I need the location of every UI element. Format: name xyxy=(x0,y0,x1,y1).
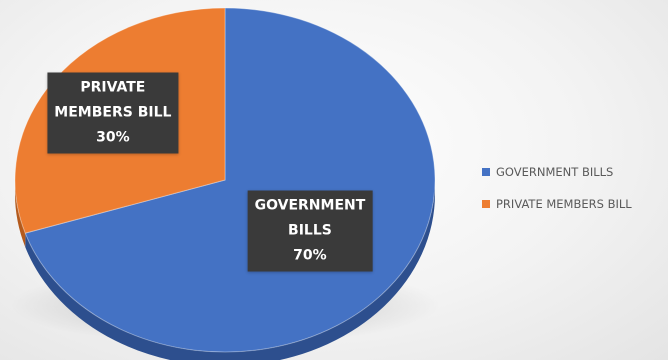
pie-side-private-members-bill xyxy=(15,180,26,248)
legend-item-government-bills[interactable]: GOVERNMENT BILLS xyxy=(482,162,632,182)
slice-label-line: PRIVATE xyxy=(80,79,146,96)
legend-label-government-bills: GOVERNMENT BILLS xyxy=(496,165,614,179)
legend: GOVERNMENT BILLS PRIVATE MEMBERS BILL xyxy=(482,162,632,226)
pie-slices xyxy=(14,7,436,353)
legend-swatch-government-bills xyxy=(482,168,490,176)
slice-label-line: BILLS xyxy=(288,222,332,239)
pie-sides xyxy=(15,180,435,360)
slice-value-label: 70% xyxy=(293,247,327,264)
slice-label-government-bills: GOVERNMENT BILLS 70% xyxy=(247,190,373,272)
slice-label-line: MEMBERS BILL xyxy=(54,104,172,121)
legend-swatch-private-members-bill xyxy=(482,200,490,208)
legend-item-private-members-bill[interactable]: PRIVATE MEMBERS BILL xyxy=(482,194,632,214)
slice-label-line: GOVERNMENT xyxy=(254,197,366,214)
legend-label-private-members-bill: PRIVATE MEMBERS BILL xyxy=(496,197,632,211)
slice-label-private-members-bill: PRIVATE MEMBERS BILL 30% xyxy=(47,72,179,154)
slice-value-label: 30% xyxy=(96,129,130,146)
